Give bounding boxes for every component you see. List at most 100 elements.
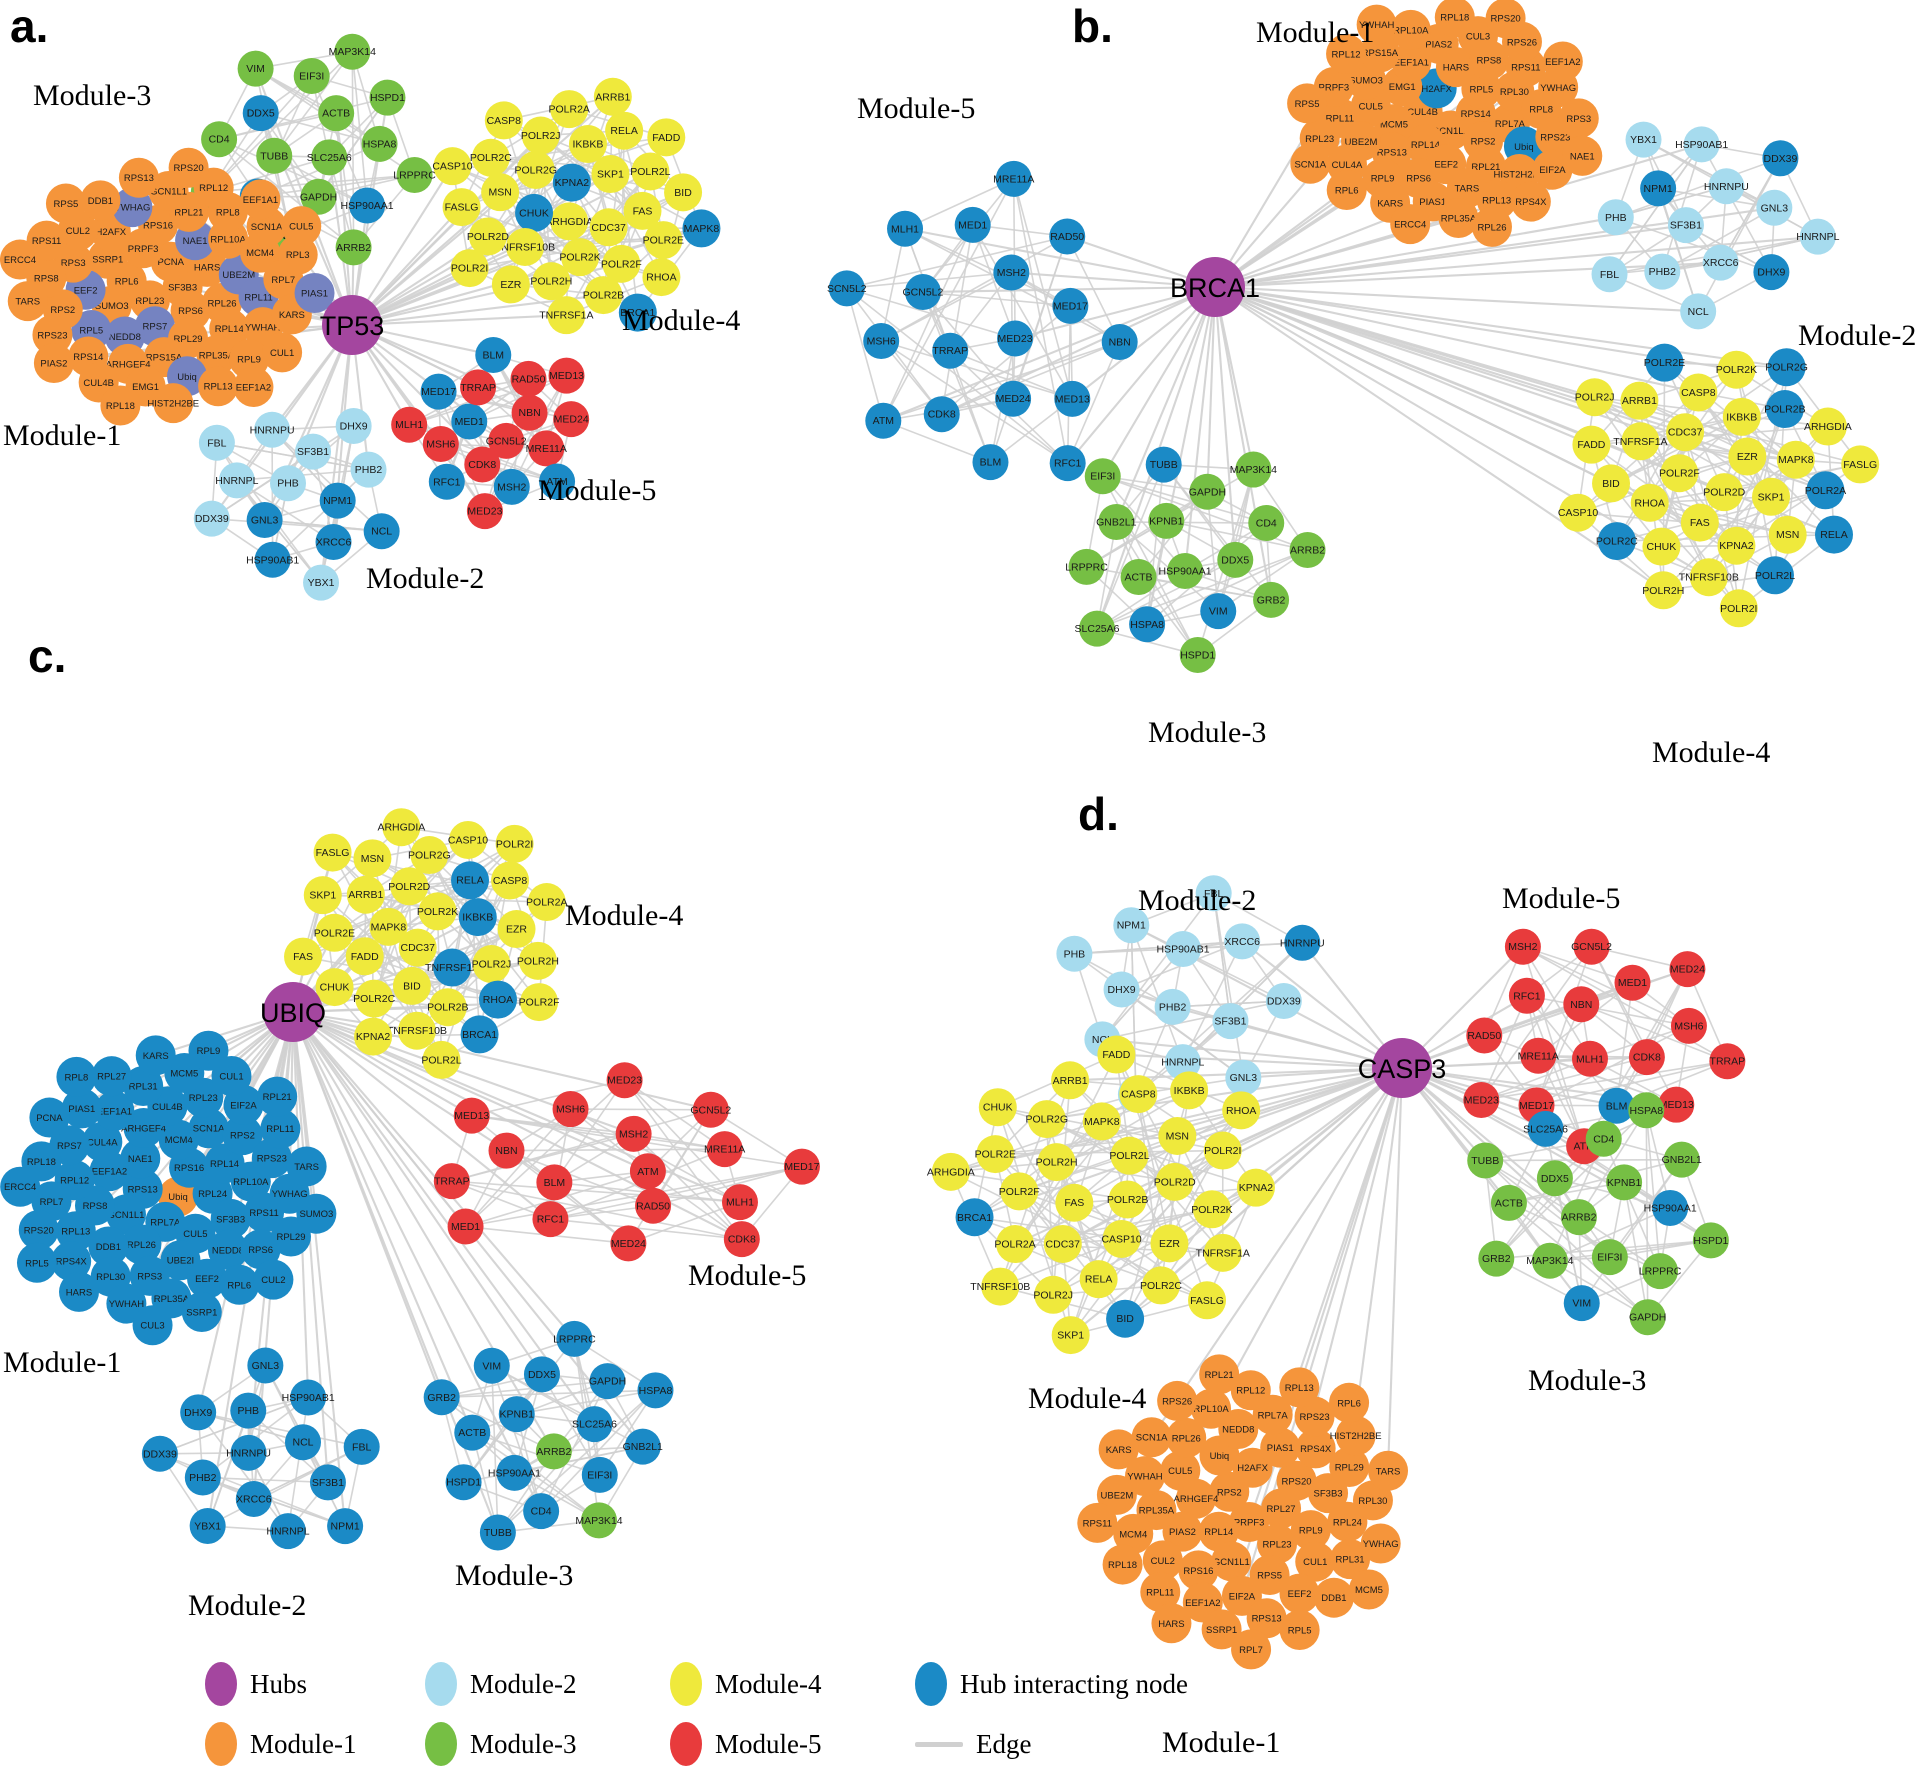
node-label: GCN5L2: [486, 435, 527, 447]
node-DHX9: DHX9: [1103, 971, 1140, 1008]
node-RELA: RELA: [451, 861, 490, 900]
node-RFC1: RFC1: [428, 463, 465, 500]
node-label: POLR2K: [559, 252, 600, 264]
node-label: RPL10A: [1193, 1404, 1229, 1415]
node-label: ACTB: [322, 108, 350, 120]
node-label: RPS13: [1252, 1614, 1282, 1625]
node-label: MED13: [549, 370, 584, 382]
node-label: KPNA2: [1239, 1182, 1274, 1194]
node-SF3B1: SF3B1: [309, 1464, 346, 1501]
node-RELA: RELA: [1814, 515, 1853, 554]
node-POLR2J: POLR2J: [1575, 378, 1614, 417]
node-label: NPM1: [331, 1521, 360, 1533]
node-label: POLR2I: [451, 263, 488, 275]
node-label: RPL23: [1263, 1539, 1292, 1550]
node-HSP90AB1: HSP90AB1: [1157, 930, 1210, 967]
node-label: SCN1A: [251, 222, 283, 233]
node-RPS20: RPS20: [1485, 0, 1526, 39]
node-POLR2A: POLR2A: [994, 1225, 1036, 1264]
node-label: MSH6: [1674, 1020, 1703, 1032]
node-label: MED17: [1053, 300, 1088, 312]
node-DDX39: DDX39: [193, 500, 230, 537]
node-EIF3I: EIF3I: [293, 58, 330, 95]
node-label: ACTB: [1495, 1197, 1523, 1209]
node-label: RPL8: [65, 1072, 89, 1083]
node-label: NEDD8: [212, 1245, 244, 1256]
node-label: RPL21: [263, 1092, 292, 1103]
node-NPM1: NPM1: [327, 1508, 364, 1545]
node-DDX39: DDX39: [141, 1435, 178, 1472]
node-label: RPL6: [1335, 186, 1359, 197]
node-GCN1L1: GCN1L1: [105, 1194, 146, 1235]
node-label: MED13: [1055, 393, 1090, 405]
node-label: RPL24: [198, 1189, 227, 1200]
node-label: KPNB1: [1607, 1177, 1642, 1189]
node-label: RPL13: [204, 382, 233, 393]
node-label: ARRB2: [336, 242, 371, 254]
node-label: RPL7A: [150, 1217, 181, 1228]
node-label: HSPD1: [370, 92, 405, 104]
node-label: RPL5: [1469, 84, 1493, 95]
node-label: CD4: [1256, 518, 1277, 530]
node-label: PIAS1: [68, 1104, 95, 1115]
node-POLR2K: POLR2K: [559, 238, 601, 277]
node-POLR2B: POLR2B: [1764, 390, 1806, 429]
node-MED13: MED13: [548, 357, 585, 394]
node-HSPA8: HSPA8: [1129, 606, 1166, 643]
node-SF3B1: SF3B1: [1212, 1003, 1249, 1040]
node-label: MSH2: [619, 1128, 648, 1140]
node-GAPDH: GAPDH: [589, 1363, 626, 1400]
node-CD4: CD4: [523, 1493, 560, 1530]
node-RAD50: RAD50: [635, 1187, 672, 1224]
node-HSP90AA1: HSP90AA1: [1644, 1189, 1697, 1226]
node-label: POLR2G: [1025, 1114, 1068, 1126]
node-label: POLR2E: [314, 927, 355, 939]
node-XRCC6: XRCC6: [1224, 923, 1261, 960]
node-ATM: ATM: [629, 1153, 666, 1190]
node-FADD: FADD: [345, 937, 384, 976]
node-FADD: FADD: [647, 118, 686, 157]
node-HSP90AA1: HSP90AA1: [1159, 553, 1212, 590]
legend-item-module-3: Module-3: [425, 1722, 576, 1766]
node-RPL13: RPL13: [198, 366, 239, 407]
module-c-m5: ATM BLM MSH2 RAD50 NBN MRE11A RFC1 MSH6 MLH1 TRRA…: [433, 1062, 820, 1262]
node-TNFRSF1A: TNFRSF1A: [539, 296, 593, 335]
node-label: RPS6: [1406, 174, 1431, 185]
node-HSPD1: HSPD1: [369, 79, 406, 116]
node-label: HSPD1: [1180, 649, 1215, 661]
node-PHB2: PHB2: [184, 1459, 221, 1496]
node-label: NBN: [518, 407, 540, 419]
node-HNRNPU: HNRNPU: [1280, 924, 1325, 961]
node-label: RPL30: [1358, 1496, 1387, 1507]
node-POLR2L: POLR2L: [1109, 1136, 1150, 1175]
node-label: GCN5L2: [690, 1104, 731, 1116]
node-label: PHB: [1064, 948, 1086, 960]
node-SF3B3: SF3B3: [210, 1198, 251, 1239]
node-MED1: MED1: [447, 1208, 484, 1245]
node-MSH2: MSH2: [1504, 928, 1541, 965]
node-label: YWHAH: [245, 323, 281, 334]
node-label: TNFRSF10B: [387, 1025, 447, 1037]
node-label: RPS4X: [1300, 1444, 1332, 1455]
node-ARHGDIA: ARHGDIA: [927, 1152, 975, 1191]
hub-UBIQ: UBIQ: [260, 982, 326, 1042]
node-label: EEF1A1: [97, 1106, 132, 1117]
node-GCN5L2: GCN5L2: [690, 1091, 731, 1128]
node-label: RPL21: [174, 207, 203, 218]
node-RPL12: RPL12: [1230, 1370, 1271, 1411]
node-CUL1: CUL1: [262, 332, 303, 373]
node-label: DDX39: [195, 513, 229, 525]
node-label: MCM4: [246, 248, 274, 259]
node-MSH2: MSH2: [993, 254, 1030, 291]
module-label-d-m3: Module-3: [1528, 1364, 1646, 1397]
node-label: YWHAG: [1363, 1539, 1399, 1550]
node-label: RPL26: [1477, 222, 1506, 233]
node-XRCC6: XRCC6: [235, 1480, 272, 1517]
node-label: ATM: [637, 1166, 658, 1178]
node-MED13: MED13: [1054, 380, 1091, 417]
node-GNL3: GNL3: [1756, 189, 1793, 226]
node-HSPD1: HSPD1: [1692, 1222, 1729, 1259]
node-label: NPM1: [1644, 183, 1673, 195]
node-label: CASP8: [493, 875, 528, 887]
